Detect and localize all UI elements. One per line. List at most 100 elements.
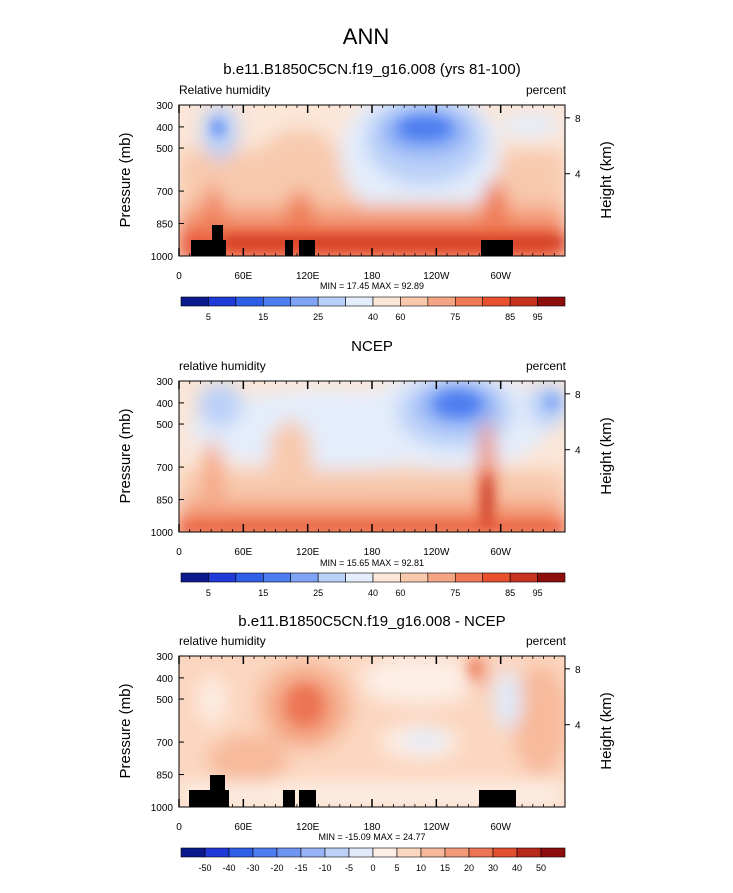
colorbar-swatch — [204, 847, 230, 858]
colorbar-swatch — [345, 296, 374, 307]
colorbar-swatch — [180, 572, 209, 583]
y2-tick-label: 4 — [575, 170, 581, 181]
colorbar-swatch — [345, 572, 374, 583]
colorbar-swatch — [468, 847, 494, 858]
contour-field — [179, 381, 565, 532]
x-tick-label: 180 — [364, 271, 381, 282]
colorbar-label: 95 — [533, 588, 543, 598]
colorbar-label: 40 — [512, 863, 522, 873]
topography-mask — [283, 790, 295, 807]
y2-axis-title: Height (km) — [598, 692, 615, 770]
colorbar-label: 75 — [450, 312, 460, 322]
topography-mask — [285, 240, 293, 256]
height-axis: 84 — [565, 114, 581, 181]
colorbar-swatch — [290, 296, 319, 307]
colorbar-label: 5 — [206, 588, 211, 598]
x-tick-label: 60W — [490, 822, 511, 833]
colorbar-swatch — [372, 296, 401, 307]
colorbar-label: 40 — [368, 588, 378, 598]
y-tick-label: 300 — [156, 377, 173, 388]
colorbar-swatch — [396, 847, 422, 858]
colorbar-swatch — [180, 296, 209, 307]
colorbar-swatch — [454, 296, 484, 307]
y-tick-label: 1000 — [151, 252, 174, 263]
colorbar-label: 60 — [395, 588, 405, 598]
colorbar-swatch — [372, 847, 398, 858]
min-max-stats: MIN = 17.45 MAX = 92.89 — [320, 281, 424, 291]
y-tick-label: 400 — [156, 399, 173, 410]
colorbar-swatch — [252, 847, 278, 858]
y-tick-label: 1000 — [151, 803, 174, 814]
colorbar-swatch — [208, 572, 237, 583]
colorbar-swatch — [324, 847, 350, 858]
height-axis: 84 — [565, 665, 581, 732]
y-tick-label: 850 — [156, 771, 173, 782]
y-tick-label: 300 — [156, 101, 173, 112]
colorbar-swatch — [537, 296, 566, 307]
y2-tick-label: 8 — [575, 390, 581, 401]
contour-field — [179, 105, 565, 256]
colorbar-swatch — [228, 847, 254, 858]
colorbar-swatch — [482, 296, 511, 307]
colorbar-swatch — [516, 847, 542, 858]
x-tick-label: 180 — [364, 822, 381, 833]
panel-title: b.e11.B1850C5CN.f19_g16.008 - NCEP — [238, 613, 505, 630]
colorbar-label: 25 — [313, 312, 323, 322]
pressure-axis: 300 400 500 700 850 1000 — [151, 377, 184, 539]
colorbar-label: 10 — [416, 863, 426, 873]
min-max-stats: MIN = -15.09 MAX = 24.77 — [318, 832, 425, 842]
colorbar-swatch — [427, 572, 456, 583]
colorbar-swatch — [208, 296, 237, 307]
x-tick-label: 0 — [176, 547, 182, 558]
panel-model: b.e11.B1850C5CN.f19_g16.008 (yrs 81-100)… — [117, 61, 615, 322]
panel-ncep: NCEP relative humidity percent — [117, 338, 615, 598]
x-tick-label: 120W — [423, 822, 450, 833]
colorbar-label: 40 — [368, 312, 378, 322]
panel-title: b.e11.B1850C5CN.f19_g16.008 (yrs 81-100) — [223, 61, 520, 78]
colorbar-label: 75 — [450, 588, 460, 598]
y2-tick-label: 4 — [575, 446, 581, 457]
colorbar-label: 30 — [488, 863, 498, 873]
colorbar-label: 20 — [464, 863, 474, 873]
colorbar-label: 5 — [394, 863, 399, 873]
colorbar-label: 5 — [206, 312, 211, 322]
height-axis: 84 — [565, 390, 581, 457]
colorbar: 5 15 25 40 60 75 85 95 — [180, 296, 566, 322]
colorbar-swatch — [180, 847, 206, 858]
colorbar-label: 15 — [258, 312, 268, 322]
longitude-axis: 0 60E 120E 180 120W 60W — [176, 105, 555, 282]
min-max-stats: MIN = 15.65 MAX = 92.81 — [320, 558, 424, 568]
colorbar-swatch — [235, 296, 264, 307]
x-tick-label: 120W — [423, 271, 450, 282]
colorbar-swatch — [537, 572, 566, 583]
pressure-axis: 300 400 500 700 850 1000 — [151, 101, 184, 263]
variable-label: relative humidity — [179, 634, 266, 648]
y2-tick-label: 8 — [575, 114, 581, 125]
y-axis-title: Pressure (mb) — [117, 408, 134, 503]
y-tick-label: 850 — [156, 220, 173, 231]
y2-axis-title: Height (km) — [598, 141, 615, 219]
colorbar-swatch — [400, 572, 429, 583]
x-tick-label: 180 — [364, 547, 381, 558]
y2-tick-label: 4 — [575, 721, 581, 732]
longitude-axis: 0 60E 120E 180 120W 60W — [176, 656, 555, 833]
x-tick-label: 60E — [234, 547, 252, 558]
colorbar-swatch — [400, 296, 429, 307]
colorbar-label: -30 — [246, 863, 259, 873]
x-tick-label: 0 — [176, 822, 182, 833]
x-tick-label: 60E — [234, 822, 252, 833]
figure-title: ANN — [343, 24, 389, 49]
colorbar-label: 60 — [395, 312, 405, 322]
colorbar-swatch — [420, 847, 446, 858]
colorbar-label: -50 — [198, 863, 211, 873]
y-tick-label: 500 — [156, 144, 173, 155]
colorbar-swatch — [509, 572, 538, 583]
units-label: percent — [526, 83, 567, 97]
y-tick-label: 1000 — [151, 528, 174, 539]
y-tick-label: 400 — [156, 674, 173, 685]
x-tick-label: 120E — [296, 822, 320, 833]
x-tick-label: 60W — [490, 271, 511, 282]
colorbar-swatch — [348, 847, 374, 858]
colorbar-label: 15 — [440, 863, 450, 873]
panel-difference: b.e11.B1850C5CN.f19_g16.008 - NCEP relat… — [117, 613, 615, 873]
